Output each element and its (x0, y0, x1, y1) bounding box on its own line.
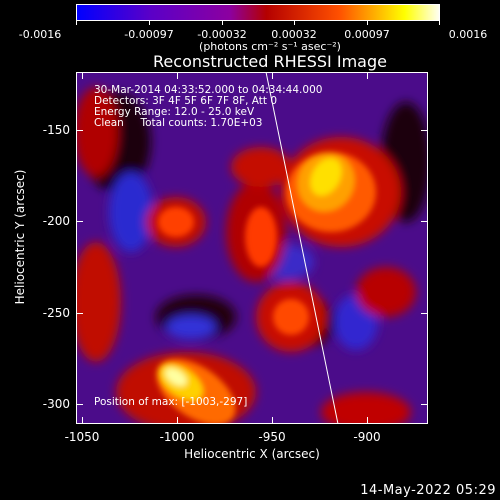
colorbar-tick: -0.00097 (124, 28, 174, 41)
max-position-text: Position of max: [-1003,-297] (94, 396, 248, 408)
y-tick-label: -300 (42, 397, 70, 411)
clean-counts-text: Clean Total counts: 1.70E+03 (94, 117, 263, 129)
y-tick-label: -200 (42, 214, 70, 228)
colorbar (76, 4, 440, 21)
x-tick-label: -1000 (159, 430, 195, 444)
x-tick-label: -900 (353, 430, 381, 444)
x-tick-label: -1050 (64, 430, 100, 444)
colorbar-units: (photons cm⁻² s⁻¹ asec⁻²) (199, 40, 341, 53)
time-range-text: 30-Mar-2014 04:33:52.000 to 04:34:44.000 (94, 84, 323, 96)
y-tick-label: -150 (42, 123, 70, 137)
x-axis-label: Heliocentric X (arcsec) (184, 447, 320, 461)
colorbar-tick: 0.0016 (448, 28, 488, 41)
colorbar-tick: 0.00032 (271, 28, 317, 41)
colorbar-tick: -0.00032 (197, 28, 247, 41)
y-axis-label: Heliocentric Y (arcsec) (13, 169, 27, 305)
y-tick-label: -250 (42, 306, 70, 320)
detectors-text: Detectors: 3F 4F 5F 6F 7F 8F, Att 0 (94, 95, 278, 107)
colorbar-tick: -0.0016 (18, 28, 62, 41)
generated-date: 14-May-2022 05:29 (360, 483, 496, 498)
plot-title: Reconstructed RHESSI Image (153, 52, 387, 71)
energy-range-text: Energy Range: 12.0 - 25.0 keV (94, 106, 255, 118)
colorbar-tick: 0.00097 (344, 28, 390, 41)
rhessi-image (76, 72, 428, 424)
x-tick-label: -950 (258, 430, 286, 444)
